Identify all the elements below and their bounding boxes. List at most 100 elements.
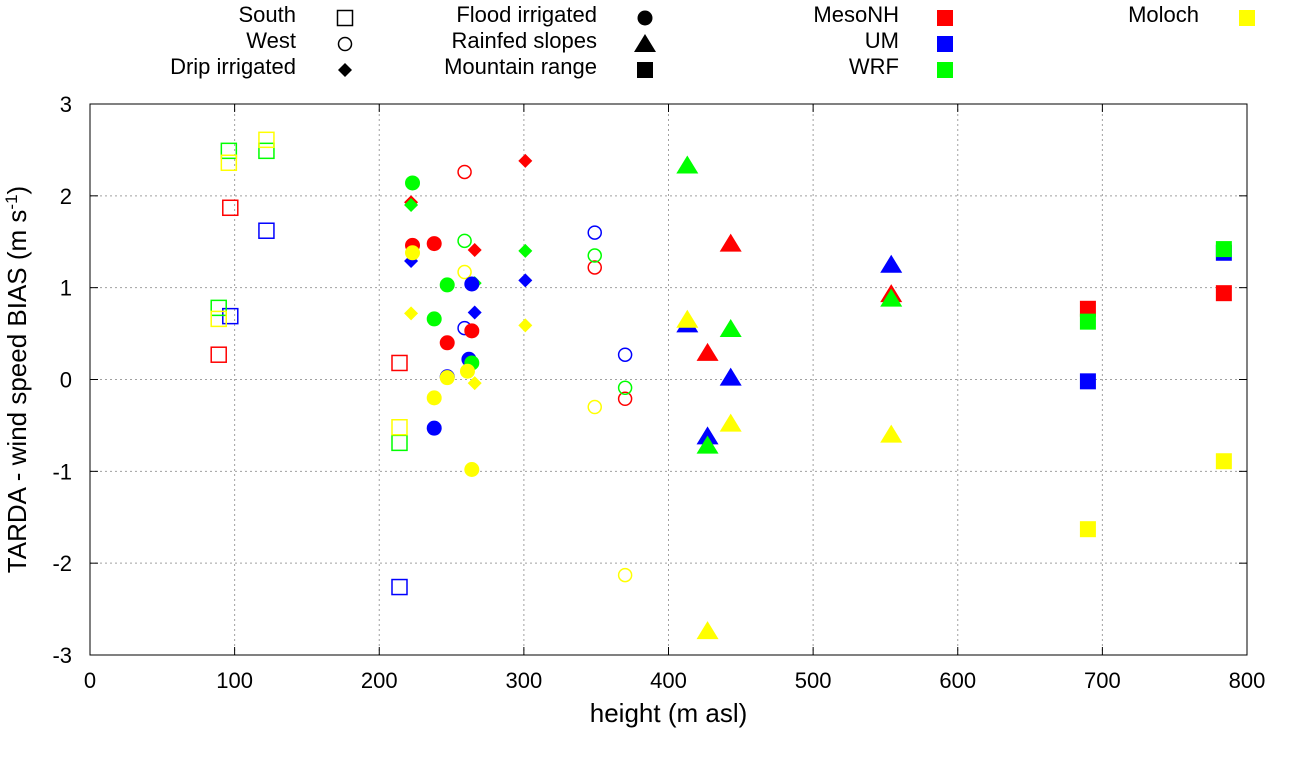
- data-point: [457, 264, 472, 280]
- data-point: [676, 155, 699, 174]
- legend-marker: [337, 36, 353, 52]
- data-point: [457, 233, 472, 249]
- legend-marker: [1239, 10, 1255, 26]
- x-tick-label: 300: [506, 668, 543, 693]
- data-point: [220, 142, 238, 160]
- x-tick-label: 700: [1084, 668, 1121, 693]
- data-points: [210, 131, 1232, 640]
- y-axis-title-end: ): [2, 186, 32, 195]
- legend-marker: [634, 34, 656, 52]
- x-tick-label: 0: [84, 668, 96, 693]
- y-tick-label: -1: [52, 459, 72, 484]
- data-point: [1079, 313, 1096, 330]
- data-point: [880, 288, 903, 307]
- legend-marker: [637, 10, 653, 26]
- legend-label: Flood irrigated: [456, 2, 597, 27]
- data-point: [391, 578, 408, 596]
- data-point: [426, 420, 442, 436]
- data-point: [1079, 300, 1096, 317]
- data-point: [426, 390, 442, 406]
- x-tick-label: 800: [1229, 668, 1266, 693]
- data-point: [457, 164, 472, 180]
- data-point: [1215, 285, 1232, 302]
- legend-label: West: [246, 28, 296, 53]
- data-point: [467, 243, 482, 258]
- data-point: [1215, 241, 1232, 258]
- data-point: [426, 236, 442, 252]
- data-point: [676, 309, 699, 328]
- data-point: [518, 153, 533, 168]
- legend-marker: [336, 9, 354, 27]
- data-point: [391, 354, 408, 372]
- data-point: [404, 306, 419, 321]
- data-point: [405, 175, 421, 191]
- legend-label: WRF: [849, 54, 899, 79]
- data-point: [696, 435, 719, 454]
- data-point: [210, 299, 227, 317]
- data-point: [880, 424, 903, 443]
- data-point: [439, 277, 455, 293]
- data-point: [617, 391, 633, 407]
- data-point: [391, 434, 408, 452]
- data-point: [617, 380, 633, 396]
- data-point: [459, 363, 475, 379]
- y-tick-label: 3: [60, 92, 72, 117]
- data-point: [696, 621, 719, 640]
- legend-label: MesoNH: [813, 2, 899, 27]
- legend-label: UM: [865, 28, 899, 53]
- data-point: [587, 399, 602, 415]
- data-point: [518, 273, 533, 288]
- data-point: [210, 310, 227, 328]
- x-tick-label: 600: [939, 668, 976, 693]
- legend-label: Rainfed slopes: [451, 28, 597, 53]
- data-point: [464, 323, 480, 339]
- y-tick-label: -2: [52, 551, 72, 576]
- axis-ticks: 0 100 200 300 400 500 600 700 800 -3 -2 -1 0 1 2 3: [52, 92, 1265, 693]
- y-tick-label: 1: [60, 276, 72, 301]
- data-point: [587, 225, 602, 240]
- legend-label: Mountain range: [444, 54, 597, 79]
- x-tick-label: 500: [795, 668, 832, 693]
- legend-label: Drip irrigated: [170, 54, 296, 79]
- data-point: [439, 335, 455, 351]
- data-point: [719, 413, 742, 432]
- data-point: [467, 305, 482, 320]
- data-point: [1215, 453, 1232, 470]
- y-tick-label: 2: [60, 184, 72, 209]
- y-tick-label: 0: [60, 368, 72, 393]
- legend-marker: [937, 36, 953, 52]
- data-point: [696, 426, 719, 445]
- data-point: [587, 260, 602, 275]
- legend-marker: [937, 10, 953, 26]
- x-tick-label: 100: [216, 668, 253, 693]
- data-point: [518, 318, 533, 333]
- data-point: [405, 245, 421, 261]
- grid: [90, 104, 1247, 655]
- data-point: [258, 222, 275, 239]
- legend-label: South: [239, 2, 297, 27]
- data-point: [464, 276, 480, 292]
- data-point: [696, 342, 719, 361]
- data-point: [210, 346, 227, 363]
- data-point: [404, 198, 419, 213]
- data-point: [426, 311, 442, 327]
- data-point: [439, 370, 455, 386]
- x-tick-label: 400: [650, 668, 687, 693]
- data-point: [391, 419, 408, 436]
- data-point: [587, 248, 602, 263]
- y-axis-title-superscript: -1: [2, 194, 21, 209]
- data-point: [518, 243, 533, 258]
- data-point: [464, 461, 480, 477]
- x-tick-label: 200: [361, 668, 398, 693]
- data-point: [258, 142, 275, 160]
- data-point: [220, 154, 238, 172]
- data-point: [1079, 373, 1096, 390]
- legend-marker: [637, 62, 653, 78]
- data-point: [880, 254, 903, 273]
- data-point: [1079, 521, 1096, 538]
- data-point: [222, 199, 239, 217]
- data-point: [719, 233, 742, 252]
- data-point: [222, 307, 239, 325]
